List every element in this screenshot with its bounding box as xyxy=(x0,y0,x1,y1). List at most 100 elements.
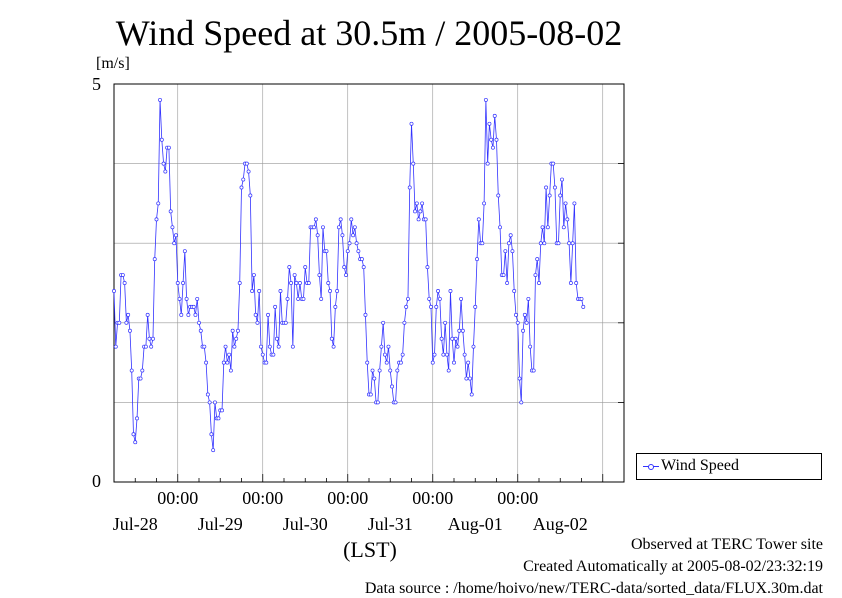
data-point xyxy=(462,352,467,357)
data-point xyxy=(315,233,320,238)
data-point xyxy=(260,352,265,357)
data-point xyxy=(526,296,531,301)
data-point xyxy=(551,161,556,166)
data-point xyxy=(216,416,221,421)
data-point xyxy=(354,241,359,246)
data-point xyxy=(186,312,191,317)
data-point xyxy=(579,296,584,301)
data-point xyxy=(211,448,216,453)
y-axis-unit: [m/s] xyxy=(96,55,130,72)
data-point xyxy=(331,344,336,349)
data-point xyxy=(345,249,350,254)
data-point xyxy=(301,296,306,301)
data-point xyxy=(547,193,552,198)
data-point xyxy=(448,289,453,293)
data-point xyxy=(427,296,432,301)
data-point xyxy=(253,312,258,317)
data-point xyxy=(515,320,520,325)
data-point xyxy=(151,336,155,341)
data-point xyxy=(425,265,430,270)
data-point xyxy=(303,265,308,270)
data-point xyxy=(476,217,481,222)
data-point xyxy=(140,368,145,373)
data-point xyxy=(384,360,389,365)
data-point xyxy=(459,296,464,301)
data-point xyxy=(344,273,348,277)
data-point xyxy=(406,296,410,301)
data-point xyxy=(503,249,508,254)
data-point xyxy=(517,376,522,381)
data-point xyxy=(147,336,152,341)
data-point xyxy=(492,113,497,118)
data-point xyxy=(172,241,177,246)
data-point xyxy=(290,344,295,349)
data-point xyxy=(161,161,166,166)
data-point xyxy=(266,312,271,317)
data-point xyxy=(340,233,345,238)
data-point xyxy=(223,344,228,349)
data-point xyxy=(250,289,255,293)
data-point xyxy=(560,177,564,182)
data-point xyxy=(145,312,150,317)
data-point xyxy=(329,336,334,341)
data-point xyxy=(441,352,446,357)
data-point xyxy=(259,344,263,349)
plot-frame xyxy=(113,83,625,483)
data-point xyxy=(248,193,253,198)
data-point xyxy=(292,273,297,277)
data-point xyxy=(120,273,125,277)
axis-ticks xyxy=(113,163,625,482)
data-point xyxy=(143,344,148,349)
data-point xyxy=(436,289,441,293)
data-point xyxy=(413,209,417,214)
data-point xyxy=(514,312,518,317)
data-point xyxy=(393,400,398,405)
x-tick-label-day: Aug-02 xyxy=(533,514,588,534)
data-point xyxy=(496,193,501,198)
data-point xyxy=(542,241,547,246)
data-point xyxy=(370,368,375,373)
data-point xyxy=(135,416,139,421)
data-point xyxy=(359,257,364,262)
data-point xyxy=(363,312,368,317)
data-point xyxy=(278,289,283,293)
data-point xyxy=(113,344,118,349)
data-point xyxy=(133,440,138,445)
data-point xyxy=(294,281,299,285)
data-point xyxy=(126,312,131,317)
data-point xyxy=(452,360,456,365)
data-point xyxy=(212,400,217,405)
data-point xyxy=(480,241,485,246)
data-point xyxy=(285,296,290,301)
data-point xyxy=(377,368,382,373)
data-point xyxy=(475,257,479,262)
data-point xyxy=(375,400,380,405)
data-point xyxy=(485,161,490,166)
data-point xyxy=(179,312,184,317)
data-point xyxy=(209,432,214,437)
data-point xyxy=(533,273,538,277)
data-point xyxy=(382,352,387,357)
data-point xyxy=(312,225,317,230)
data-point xyxy=(572,201,577,206)
data-point xyxy=(409,121,414,126)
data-point xyxy=(379,344,384,349)
data-point xyxy=(429,304,433,309)
data-point xyxy=(159,137,164,142)
data-point xyxy=(469,392,474,397)
data-point xyxy=(225,360,230,365)
data-point xyxy=(193,312,198,317)
legend-label: Wind Speed xyxy=(661,457,740,474)
data-point xyxy=(522,312,527,317)
data-point xyxy=(565,217,570,222)
data-point xyxy=(205,392,210,397)
data-point xyxy=(319,296,324,301)
data-point xyxy=(237,281,242,285)
data-point xyxy=(122,281,127,285)
data-point xyxy=(333,304,338,309)
data-point xyxy=(450,336,455,341)
data-point xyxy=(464,376,469,381)
data-point xyxy=(434,304,439,309)
data-point xyxy=(482,201,487,206)
